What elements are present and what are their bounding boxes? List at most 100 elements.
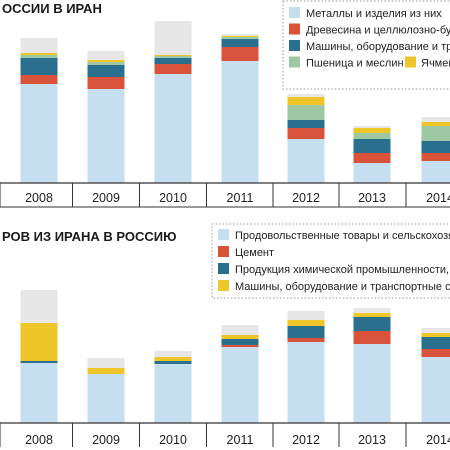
bar-segment: [20, 363, 58, 423]
bar-segment: [20, 361, 58, 363]
year-tick-label: 2011: [227, 191, 254, 205]
bar-segment: [87, 62, 125, 65]
year-tick-label: 2012: [292, 191, 320, 205]
bar-segment: [287, 128, 325, 139]
bar-segment: [87, 65, 125, 77]
bar-segment: [421, 328, 450, 333]
bar-segment: [287, 120, 325, 128]
legend-label: Продовольственные товары и сельскохозяйс…: [235, 230, 450, 242]
export-year-labels: 2008 2009 2010 2011 2012 2013 2014: [0, 183, 450, 207]
year-tick-label: 2013: [358, 433, 386, 447]
bar-segment: [421, 117, 450, 122]
year-tick-label: 2014: [426, 191, 450, 205]
import-bars: [20, 290, 450, 423]
import-legend: Продовольственные товары и сельскохозяйс…: [211, 223, 450, 299]
bar-segment: [287, 105, 325, 120]
bar-segment: [154, 361, 192, 364]
legend-label: Цемент: [235, 247, 274, 259]
legend-swatch: [218, 246, 229, 257]
year-tick-label: 2008: [25, 433, 53, 447]
bar-segment: [353, 331, 391, 344]
legend-swatch: [405, 56, 416, 68]
export-chart: ОССИИ В ИРАН 2008 2009 2010 2011 2012 2013 201…: [0, 0, 450, 208]
bar-segment: [87, 51, 125, 60]
legend-label: Пшеница и меслин: [306, 58, 404, 70]
bar-segment: [353, 313, 391, 317]
bar-segment: [221, 39, 259, 47]
export-legend: Металлы и изделия из них Древесина и целл…: [282, 0, 450, 90]
legend-swatch: [289, 23, 300, 35]
bar-segment: [20, 38, 58, 53]
bar-segment: [154, 58, 192, 64]
bar-segment: [421, 126, 450, 141]
bar-segment: [221, 47, 259, 61]
legend-label: Продукция химической промышленности, кау…: [235, 264, 450, 276]
import-chart-title: РОВ ИЗ ИРАНА В РОССИЮ: [2, 229, 177, 244]
bar-segment: [154, 56, 192, 58]
bar-segment: [287, 139, 325, 183]
bar-segment: [221, 37, 259, 39]
bar-segment: [353, 128, 391, 133]
bar-segment: [421, 141, 450, 153]
bar-segment: [20, 58, 58, 75]
bar-segment: [154, 351, 192, 357]
bar-segment: [353, 133, 391, 139]
bar-segment: [87, 374, 125, 423]
bar-segment: [353, 344, 391, 423]
export-bars: [20, 21, 450, 183]
legend-swatch: [289, 40, 300, 51]
bar-segment: [20, 84, 58, 183]
year-tick-label: 2012: [292, 433, 320, 447]
legend-swatch: [218, 229, 229, 240]
import-legend-box: [211, 223, 450, 299]
bar-segment: [287, 326, 325, 338]
bar-segment: [353, 163, 391, 183]
bar-segment: [221, 345, 259, 347]
bar-segment: [421, 153, 450, 161]
bar-segment: [221, 61, 259, 183]
bar-segment: [87, 358, 125, 368]
bar-segment: [421, 357, 450, 423]
year-tick-label: 2013: [358, 191, 386, 205]
bar-segment: [353, 139, 391, 153]
bar-segment: [421, 122, 450, 126]
bar-segment: [353, 317, 391, 331]
bar-segment: [287, 320, 325, 326]
bar-segment: [20, 75, 58, 84]
bar-segment: [154, 364, 192, 423]
bar-segment: [154, 357, 192, 361]
bar-segment: [221, 347, 259, 423]
legend-swatch: [218, 263, 229, 274]
bar-segment: [287, 97, 325, 105]
bar-segment: [221, 335, 259, 339]
bar-segment: [221, 36, 259, 37]
year-tick-label: 2010: [159, 191, 187, 205]
bar-segment: [154, 64, 192, 74]
bar-segment: [154, 55, 192, 56]
legend-label: Металлы и изделия из них: [306, 8, 442, 20]
bar-segment: [421, 161, 450, 183]
export-legend-box: [282, 0, 450, 90]
bar-segment: [20, 55, 58, 58]
bar-segment: [287, 94, 325, 97]
bar-segment: [154, 21, 192, 55]
year-tick-label: 2011: [227, 433, 254, 447]
bar-segment: [154, 74, 192, 183]
bar-segment: [421, 337, 450, 349]
legend-label: Машины, оборудование и транспорт: [306, 41, 450, 53]
legend-swatch: [289, 7, 300, 18]
legend-swatch: [218, 280, 229, 291]
legend-label: Древесина и целлюлозно-бумажн: [306, 25, 450, 37]
bar-segment: [221, 325, 259, 335]
bar-segment: [87, 77, 125, 89]
bar-segment: [421, 349, 450, 357]
year-tick-label: 2010: [159, 433, 187, 447]
bar-segment: [87, 368, 125, 374]
bar-segment: [20, 53, 58, 55]
year-tick-label: 2008: [25, 191, 53, 205]
year-tick-label: 2009: [92, 433, 120, 447]
legend-label: Машины, оборудование и транспортные сред…: [235, 281, 450, 293]
legend-label: Ячмень: [421, 58, 450, 70]
bar-segment: [421, 333, 450, 337]
